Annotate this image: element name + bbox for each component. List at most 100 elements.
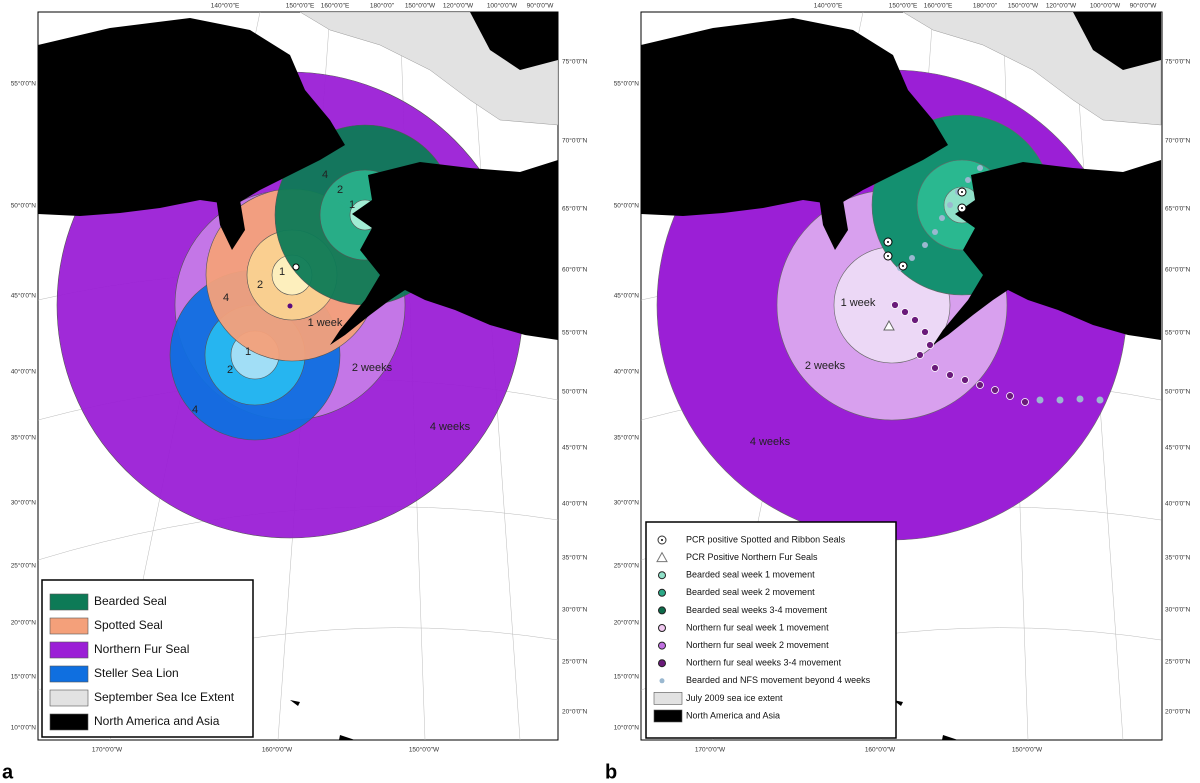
lon-label: 150°0'0"W xyxy=(1008,2,1039,10)
lat-label: 45°0'0"N xyxy=(11,292,37,300)
zone-label: 1 xyxy=(245,346,251,358)
lat-label: 25°0'0"N xyxy=(614,562,640,570)
lat-label: 30°0'0"N xyxy=(1165,606,1191,614)
lon-label: 100°0'0"W xyxy=(1090,2,1121,10)
legend-symbol xyxy=(658,606,666,615)
pcr-site xyxy=(887,241,889,243)
lat-label: 50°0'0"N xyxy=(11,202,37,210)
legend-label: Bearded seal weeks 3-4 movement xyxy=(686,605,828,615)
lat-label: 30°0'0"N xyxy=(11,499,37,507)
legend-swatch xyxy=(49,617,89,635)
lon-label: 170°0'0"W xyxy=(695,746,726,754)
legend-symbol xyxy=(658,659,666,668)
nfs-track xyxy=(1021,398,1029,406)
lon-label: 160°0'0"E xyxy=(924,2,953,10)
lat-label: 65°0'0"N xyxy=(562,205,588,213)
nfs-track xyxy=(901,308,909,316)
bearded-track xyxy=(932,229,938,235)
lat-label: 55°0'0"N xyxy=(614,80,640,88)
lon-label: 150°0'0"W xyxy=(409,746,440,754)
legend-symbol xyxy=(656,551,668,563)
lat-label: 55°0'0"N xyxy=(562,329,588,337)
nfs-track xyxy=(1036,396,1044,404)
lat-label: 70°0'0"N xyxy=(1165,137,1191,145)
lat-label: 20°0'0"N xyxy=(614,619,640,627)
lat-label: 75°0'0"N xyxy=(1165,58,1191,66)
nfs-track xyxy=(946,371,954,379)
lat-label: 40°0'0"N xyxy=(11,368,37,376)
lat-label: 40°0'0"N xyxy=(1165,500,1191,508)
nfs-track xyxy=(916,351,924,359)
lon-label: 150°0'0"W xyxy=(1012,746,1043,754)
zone-label: 2 weeks xyxy=(352,362,393,374)
legend-swatch xyxy=(653,692,683,705)
legend-symbol xyxy=(658,588,666,597)
zone-label: 4 xyxy=(192,404,198,416)
lat-label: 60°0'0"N xyxy=(562,266,588,274)
nfs-track xyxy=(1096,396,1104,404)
zone-label: 1 xyxy=(279,266,285,278)
lat-label: 10°0'0"N xyxy=(11,724,37,732)
lon-label: 150°0'0"E xyxy=(889,2,918,10)
legend-label: PCR positive Spotted and Ribbon Seals xyxy=(686,534,846,544)
lon-label: 90°0'0"W xyxy=(1130,2,1158,10)
legend-symbol xyxy=(658,571,666,580)
pcr-site xyxy=(961,191,963,193)
lat-label: 15°0'0"N xyxy=(11,673,37,681)
lon-label: 160°0'0"E xyxy=(321,2,350,10)
legend-label: Northern fur seal week 1 movement xyxy=(686,622,829,632)
lat-label: 20°0'0"N xyxy=(1165,708,1191,716)
lon-label: 160°0'0"W xyxy=(262,746,293,754)
legend-label: Northern Fur Seal xyxy=(94,642,189,656)
lat-label: 35°0'0"N xyxy=(562,554,588,562)
lat-label: 10°0'0"N xyxy=(614,724,640,732)
lon-label: 170°0'0"W xyxy=(92,746,123,754)
pcr-site xyxy=(902,265,904,267)
legend-box xyxy=(645,521,897,739)
bearded-track xyxy=(977,165,983,171)
legend-label: North America and Asia xyxy=(94,714,220,728)
lon-label: 140°0'0"E xyxy=(814,2,843,10)
legend-swatch xyxy=(49,593,89,611)
legend-label: Spotted Seal xyxy=(94,618,163,632)
zone-label: 4 weeks xyxy=(430,421,471,433)
lat-label: 35°0'0"N xyxy=(614,434,640,442)
lat-label: 30°0'0"N xyxy=(614,499,640,507)
zone-label: 2 weeks xyxy=(805,360,846,372)
lon-label: 100°0'0"W xyxy=(487,2,518,10)
legend-label: North America and Asia xyxy=(686,710,780,720)
lat-label: 25°0'0"N xyxy=(1165,658,1191,666)
legend-swatch xyxy=(49,689,89,707)
zone-label: 1 xyxy=(349,199,355,211)
legend-label: Bearded Seal xyxy=(94,594,167,608)
legend-symbol xyxy=(659,678,665,684)
nfs-track xyxy=(911,316,919,324)
site xyxy=(292,263,300,271)
nfs-track xyxy=(1056,396,1064,404)
legend-label: Northern fur seal week 2 movement xyxy=(686,640,829,650)
panel-letter: b xyxy=(605,761,617,783)
lat-label: 15°0'0"N xyxy=(614,673,640,681)
lat-label: 30°0'0"N xyxy=(562,606,588,614)
lon-label: 150°0'0"W xyxy=(405,2,436,10)
bearded-track xyxy=(947,202,953,208)
lat-label: 45°0'0"N xyxy=(562,444,588,452)
bearded-track xyxy=(909,255,915,261)
lat-label: 60°0'0"N xyxy=(1165,266,1191,274)
nfs-track xyxy=(891,301,899,309)
legend-label: July 2009 sea ice extent xyxy=(686,693,783,703)
map-b xyxy=(641,12,1162,740)
legend-label: Steller Sea Lion xyxy=(94,666,179,680)
lat-label: 35°0'0"N xyxy=(1165,554,1191,562)
nfs-track xyxy=(961,376,969,384)
zone-label: 2 xyxy=(337,184,343,196)
lat-label: 50°0'0"N xyxy=(562,388,588,396)
legend-swatch xyxy=(653,709,683,723)
lat-label: 65°0'0"N xyxy=(1165,205,1191,213)
map-a xyxy=(38,12,558,740)
nfs-track xyxy=(1006,392,1014,400)
pcr-site xyxy=(887,255,889,257)
lat-label: 20°0'0"N xyxy=(562,708,588,716)
zone-label: 4 xyxy=(322,169,328,181)
